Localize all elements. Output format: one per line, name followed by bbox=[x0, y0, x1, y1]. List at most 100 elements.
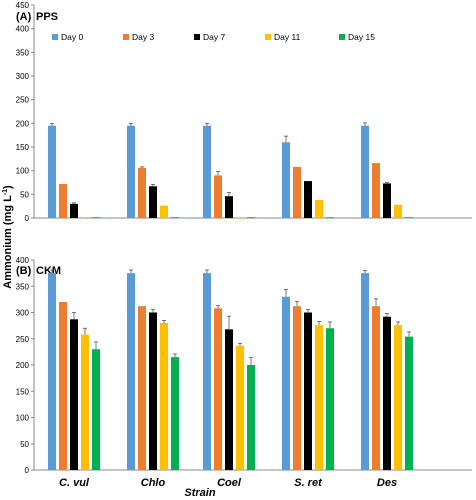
bar-a-day-11 bbox=[236, 217, 244, 218]
bar-b-day-15 bbox=[326, 328, 334, 470]
bar-a-day-11 bbox=[394, 204, 402, 218]
bar-a-day-0 bbox=[48, 125, 56, 218]
y-tick-label: 250 bbox=[16, 96, 30, 105]
y-tick-label: 50 bbox=[20, 440, 29, 449]
y-tick-label: 450 bbox=[16, 1, 30, 10]
panel-a: (A) PPS Day 0 Day 3 Day 7 Day 11 Day 15 … bbox=[16, 1, 472, 223]
bar-a-day-11 bbox=[315, 200, 323, 218]
bar-a-day-3 bbox=[59, 183, 67, 218]
legend-label-day-11: Day 11 bbox=[274, 32, 301, 42]
bar-b-day-3 bbox=[293, 306, 301, 470]
y-tick-label: 200 bbox=[16, 119, 30, 128]
bar-a-day-3 bbox=[138, 167, 146, 218]
bar-a-day-3 bbox=[372, 163, 380, 218]
y-axis-label-unit-exponent: -1 bbox=[2, 189, 9, 195]
y-tick-label: 150 bbox=[16, 387, 30, 396]
y-tick-label: 150 bbox=[16, 143, 30, 152]
bar-b-day-0 bbox=[361, 273, 369, 470]
y-tick-label: 300 bbox=[16, 309, 30, 318]
bar-a-day-3 bbox=[293, 166, 301, 218]
bar-a-day-0 bbox=[203, 125, 211, 218]
legend-label-day-3: Day 3 bbox=[132, 32, 154, 42]
category-label: S. ret bbox=[294, 477, 323, 489]
panel-a-y-ticks: 0 50 100 150 200 250 300 350 400 450 bbox=[16, 1, 34, 223]
category-label: Chlo bbox=[141, 477, 166, 489]
bar-b-day-3 bbox=[59, 302, 67, 470]
legend-label-day-7: Day 7 bbox=[203, 32, 225, 42]
bar-a-day-15 bbox=[92, 217, 100, 218]
bar-a-day-7 bbox=[70, 203, 78, 218]
bar-a-day-15 bbox=[171, 217, 179, 218]
bar-b-day-7 bbox=[70, 319, 78, 470]
bar-b-day-3 bbox=[372, 306, 380, 470]
bar-a-day-7 bbox=[383, 183, 391, 218]
y-tick-label: 0 bbox=[25, 214, 30, 223]
panel-a-bars bbox=[48, 122, 413, 218]
panel-b-label: (B) bbox=[16, 265, 32, 277]
bar-a-day-3 bbox=[214, 175, 222, 218]
y-tick-label: 300 bbox=[16, 72, 30, 81]
bar-a-day-7 bbox=[149, 186, 157, 218]
bar-b-day-15 bbox=[405, 336, 413, 470]
bar-a-day-0 bbox=[361, 125, 369, 218]
panel-b-bars bbox=[48, 269, 413, 470]
bar-b-day-15 bbox=[247, 365, 255, 470]
bar-a-day-7 bbox=[225, 196, 233, 218]
category-labels: C. vul Chlo Coel S. ret Des bbox=[59, 477, 397, 489]
y-tick-label: 200 bbox=[16, 361, 30, 370]
bar-b-day-0 bbox=[282, 296, 290, 470]
bar-b-day-11 bbox=[236, 345, 244, 470]
bar-b-day-3 bbox=[214, 308, 222, 470]
bar-b-day-3 bbox=[138, 306, 146, 470]
y-tick-label: 100 bbox=[16, 414, 30, 423]
bar-a-day-11 bbox=[160, 205, 168, 218]
bar-b-day-7 bbox=[225, 329, 233, 470]
y-tick-label: 250 bbox=[16, 335, 30, 344]
bar-b-day-0 bbox=[127, 273, 135, 470]
bar-b-day-11 bbox=[394, 325, 402, 470]
legend-swatch-day-15 bbox=[339, 34, 345, 40]
y-axis-label: Ammonium (mg L-1) bbox=[2, 185, 14, 289]
legend-swatch-day-0 bbox=[52, 34, 58, 40]
bar-b-day-0 bbox=[48, 273, 56, 470]
category-label: Des bbox=[377, 477, 397, 489]
legend: Day 0 Day 3 Day 7 Day 11 Day 15 bbox=[52, 32, 375, 42]
bar-a-day-0 bbox=[127, 125, 135, 218]
bar-a-day-15 bbox=[247, 217, 255, 218]
bar-b-day-7 bbox=[149, 312, 157, 470]
y-tick-label: 400 bbox=[16, 256, 30, 265]
legend-swatch-day-11 bbox=[265, 34, 271, 40]
bar-b-day-15 bbox=[92, 349, 100, 470]
x-axis-label: Strain bbox=[184, 487, 215, 499]
bar-b-day-7 bbox=[304, 312, 312, 470]
y-tick-label: 100 bbox=[16, 167, 30, 176]
y-axis-label-close: ) bbox=[2, 185, 14, 189]
bar-b-day-11 bbox=[315, 325, 323, 470]
y-tick-label: 350 bbox=[16, 282, 30, 291]
legend-swatch-day-7 bbox=[194, 34, 200, 40]
legend-label-day-0: Day 0 bbox=[61, 32, 83, 42]
bar-b-day-0 bbox=[203, 273, 211, 470]
panel-a-label: (A) bbox=[16, 11, 32, 23]
legend-swatch-day-3 bbox=[123, 34, 129, 40]
y-tick-label: 400 bbox=[16, 25, 30, 34]
bar-a-day-0 bbox=[282, 142, 290, 218]
bar-a-day-15 bbox=[326, 217, 334, 218]
y-axis-label-text: Ammonium (mg L bbox=[2, 195, 14, 289]
bar-b-day-15 bbox=[171, 357, 179, 470]
bar-b-day-7 bbox=[383, 316, 391, 470]
category-label: Coel bbox=[217, 477, 242, 489]
legend-label-day-15: Day 15 bbox=[348, 32, 375, 42]
bar-b-day-11 bbox=[81, 334, 89, 470]
y-tick-label: 50 bbox=[20, 190, 29, 199]
bar-a-day-7 bbox=[304, 181, 312, 218]
bar-a-day-11 bbox=[81, 217, 89, 218]
bar-a-day-15 bbox=[405, 217, 413, 218]
y-tick-label: 0 bbox=[25, 466, 30, 475]
category-label: C. vul bbox=[59, 477, 90, 489]
bar-b-day-11 bbox=[160, 323, 168, 470]
y-tick-label: 350 bbox=[16, 48, 30, 57]
panel-a-title: PPS bbox=[36, 11, 58, 23]
